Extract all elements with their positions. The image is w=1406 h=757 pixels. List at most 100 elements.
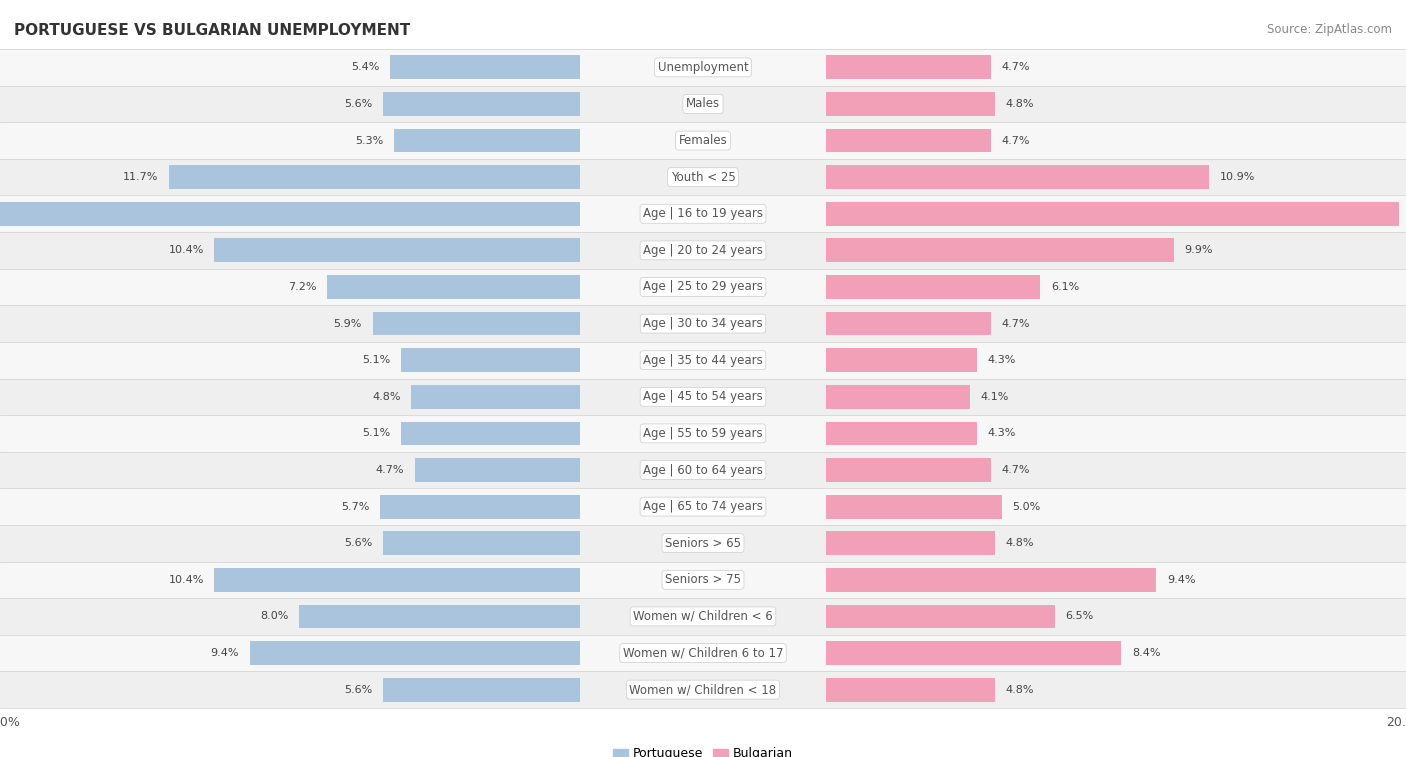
Bar	[827, 55, 991, 79]
Text: Women w/ Children < 18: Women w/ Children < 18	[630, 683, 776, 696]
Bar	[827, 202, 1399, 226]
Bar	[380, 495, 581, 519]
Bar	[373, 312, 579, 335]
Bar	[0, 378, 1406, 415]
Bar	[0, 86, 1406, 123]
Bar	[0, 342, 1406, 378]
Legend: Portuguese, Bulgarian: Portuguese, Bulgarian	[607, 743, 799, 757]
Bar	[328, 275, 581, 299]
Bar	[0, 671, 1406, 708]
Text: 4.8%: 4.8%	[373, 392, 401, 402]
Bar	[0, 232, 1406, 269]
Text: Age | 30 to 34 years: Age | 30 to 34 years	[643, 317, 763, 330]
Bar	[0, 202, 581, 226]
Bar	[299, 605, 581, 628]
Bar	[382, 531, 581, 555]
Text: 5.6%: 5.6%	[344, 684, 373, 695]
Text: Age | 60 to 64 years: Age | 60 to 64 years	[643, 463, 763, 476]
Text: Unemployment: Unemployment	[658, 61, 748, 74]
Text: 10.9%: 10.9%	[1219, 172, 1256, 182]
Text: 5.6%: 5.6%	[344, 99, 373, 109]
Text: 11.7%: 11.7%	[122, 172, 159, 182]
Bar	[0, 562, 1406, 598]
Bar	[0, 269, 1406, 305]
Bar	[169, 165, 579, 189]
Bar	[0, 452, 1406, 488]
Text: Age | 16 to 19 years: Age | 16 to 19 years	[643, 207, 763, 220]
Bar	[415, 458, 581, 482]
Text: Seniors > 75: Seniors > 75	[665, 573, 741, 587]
Text: PORTUGUESE VS BULGARIAN UNEMPLOYMENT: PORTUGUESE VS BULGARIAN UNEMPLOYMENT	[14, 23, 411, 38]
Bar	[0, 195, 1406, 232]
Text: 6.5%: 6.5%	[1066, 612, 1094, 621]
Bar	[827, 605, 1054, 628]
Bar	[827, 385, 970, 409]
Text: 5.7%: 5.7%	[340, 502, 368, 512]
Bar	[215, 238, 581, 262]
Bar	[0, 415, 1406, 452]
Text: 4.3%: 4.3%	[987, 355, 1017, 365]
Text: 8.4%: 8.4%	[1132, 648, 1160, 658]
Text: 5.6%: 5.6%	[344, 538, 373, 548]
Text: 4.7%: 4.7%	[1001, 465, 1031, 475]
Bar	[827, 348, 977, 372]
Text: 6.1%: 6.1%	[1052, 282, 1080, 292]
Bar	[0, 634, 1406, 671]
Bar	[827, 568, 1156, 592]
Text: 4.8%: 4.8%	[1005, 684, 1033, 695]
Text: Females: Females	[679, 134, 727, 147]
Text: 10.4%: 10.4%	[169, 575, 204, 585]
Text: Age | 55 to 59 years: Age | 55 to 59 years	[643, 427, 763, 440]
Text: Age | 35 to 44 years: Age | 35 to 44 years	[643, 354, 763, 366]
Bar	[827, 275, 1040, 299]
Text: Source: ZipAtlas.com: Source: ZipAtlas.com	[1267, 23, 1392, 36]
Text: Seniors > 65: Seniors > 65	[665, 537, 741, 550]
Text: Males: Males	[686, 98, 720, 111]
Text: 9.9%: 9.9%	[1185, 245, 1213, 255]
Text: Age | 45 to 54 years: Age | 45 to 54 years	[643, 391, 763, 403]
Text: 5.9%: 5.9%	[333, 319, 363, 329]
Bar	[827, 641, 1122, 665]
Text: 4.1%: 4.1%	[981, 392, 1010, 402]
Text: Women w/ Children 6 to 17: Women w/ Children 6 to 17	[623, 646, 783, 659]
Text: 5.0%: 5.0%	[1012, 502, 1040, 512]
Bar	[827, 165, 1209, 189]
Bar	[827, 458, 991, 482]
Bar	[827, 129, 991, 152]
Text: Age | 65 to 74 years: Age | 65 to 74 years	[643, 500, 763, 513]
Text: 4.7%: 4.7%	[1001, 319, 1031, 329]
Bar	[394, 129, 581, 152]
Text: 4.8%: 4.8%	[1005, 538, 1033, 548]
Text: Women w/ Children < 6: Women w/ Children < 6	[633, 610, 773, 623]
Bar	[827, 238, 1174, 262]
Bar	[827, 495, 1001, 519]
Text: 9.4%: 9.4%	[1167, 575, 1195, 585]
Bar	[401, 422, 581, 445]
Bar	[412, 385, 581, 409]
Bar	[827, 531, 995, 555]
Text: 5.3%: 5.3%	[354, 136, 382, 145]
Bar	[827, 422, 977, 445]
Bar	[827, 678, 995, 702]
Bar	[0, 598, 1406, 634]
Bar	[827, 92, 995, 116]
Text: Age | 25 to 29 years: Age | 25 to 29 years	[643, 281, 763, 294]
Text: 4.7%: 4.7%	[1001, 62, 1031, 73]
Text: 4.3%: 4.3%	[987, 428, 1017, 438]
Text: 8.0%: 8.0%	[260, 612, 288, 621]
Bar	[0, 305, 1406, 342]
Text: 7.2%: 7.2%	[288, 282, 316, 292]
Text: 4.8%: 4.8%	[1005, 99, 1033, 109]
Text: 10.4%: 10.4%	[169, 245, 204, 255]
Bar	[391, 55, 581, 79]
Text: 4.7%: 4.7%	[375, 465, 405, 475]
Bar	[0, 488, 1406, 525]
Text: Youth < 25: Youth < 25	[671, 170, 735, 184]
Text: 5.1%: 5.1%	[361, 428, 391, 438]
Text: 4.7%: 4.7%	[1001, 136, 1031, 145]
Bar	[382, 92, 581, 116]
Text: 9.4%: 9.4%	[211, 648, 239, 658]
Text: Age | 20 to 24 years: Age | 20 to 24 years	[643, 244, 763, 257]
Bar	[0, 159, 1406, 195]
Bar	[215, 568, 581, 592]
